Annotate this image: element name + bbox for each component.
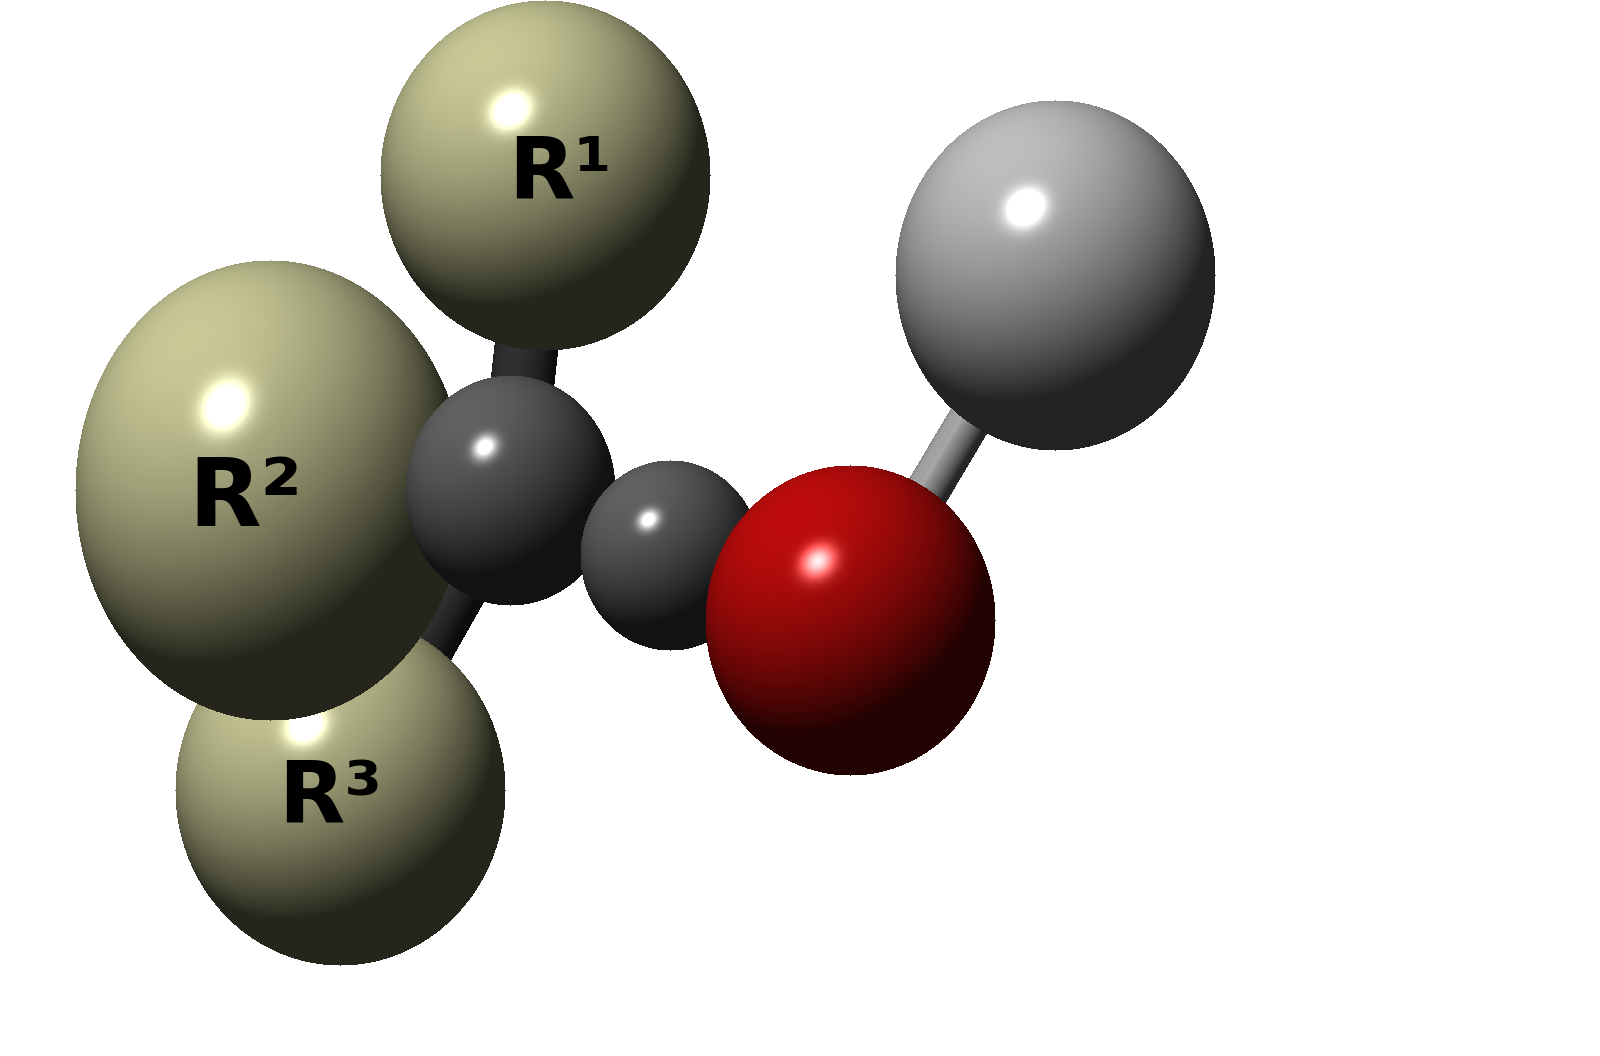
Text: R¹: R¹: [507, 133, 613, 216]
Text: R²: R²: [189, 454, 302, 546]
Text: R³: R³: [278, 758, 382, 842]
